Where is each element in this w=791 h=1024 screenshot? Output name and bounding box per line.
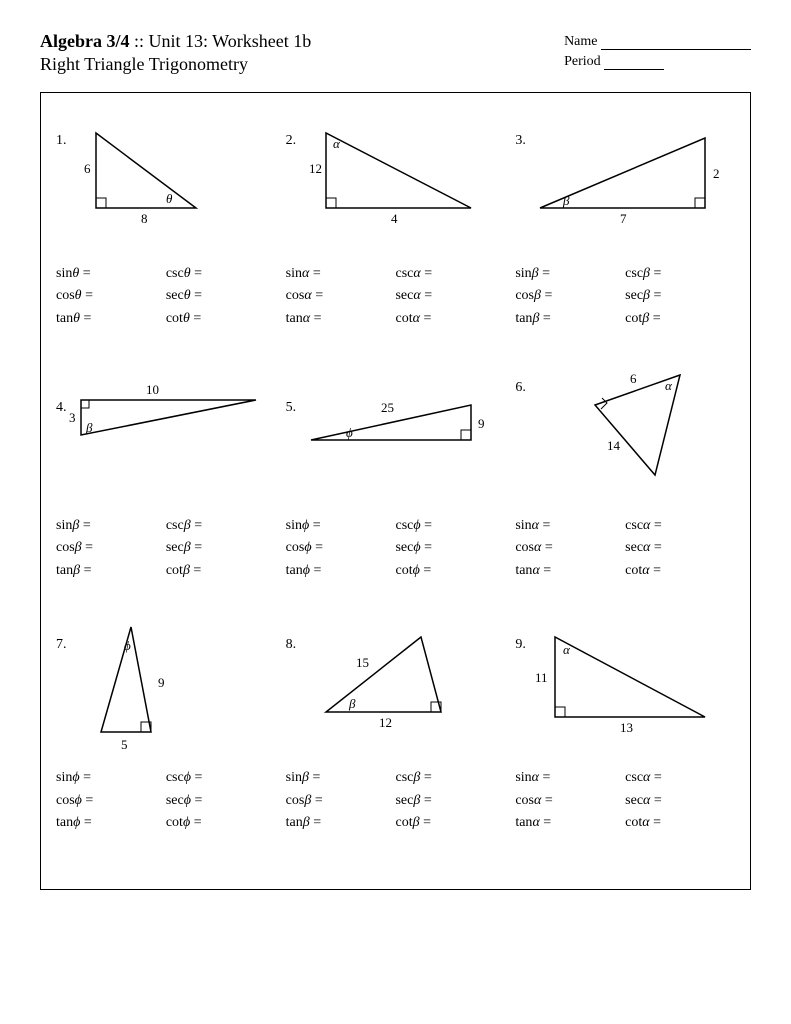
svg-text:9: 9 [478, 416, 485, 431]
problem-6: 6. 6 14 α sinα = cosα = tanα = [510, 355, 740, 607]
svg-text:7: 7 [620, 211, 627, 226]
svg-text:5: 5 [121, 737, 128, 752]
problem-8: 8. 15 12 β sinβ = cosβ = tanβ = [281, 607, 511, 859]
equations-5: sinϕ = cosϕ = tanϕ = cscϕ = secϕ = cotϕ … [286, 515, 506, 582]
svg-text:9: 9 [158, 675, 165, 690]
problem-7: 7. 9 5 ϕ sinϕ = cosϕ = tanϕ = [51, 607, 281, 859]
triangle-1: 1. 6 8 θ [56, 113, 276, 263]
course-bold: Algebra 3/4 [40, 31, 130, 51]
problem-number: 7. [56, 637, 67, 653]
svg-text:3: 3 [69, 410, 76, 425]
problem-number: 3. [515, 133, 526, 149]
subtitle: Right Triangle Trigonometry [40, 53, 311, 76]
svg-text:12: 12 [379, 715, 392, 730]
svg-text:15: 15 [356, 655, 369, 670]
svg-text:β: β [85, 420, 93, 435]
svg-text:11: 11 [535, 670, 548, 685]
name-blank[interactable] [601, 49, 751, 50]
equations-9: sinα = cosα = tanα = cscα = secα = cotα … [515, 767, 735, 834]
svg-text:4: 4 [391, 211, 398, 226]
svg-text:α: α [563, 642, 571, 657]
title-block: Algebra 3/4 :: Unit 13: Worksheet 1b Rig… [40, 30, 311, 77]
name-field: Name [564, 34, 751, 50]
header: Algebra 3/4 :: Unit 13: Worksheet 1b Rig… [40, 30, 751, 77]
problem-2: 2. 12 4 α sinα = cosα = tanα = [281, 103, 511, 355]
svg-text:14: 14 [607, 438, 621, 453]
period-label: Period [564, 54, 601, 69]
equations-6: sinα = cosα = tanα = cscα = secα = cotα … [515, 515, 735, 582]
svg-text:2: 2 [713, 166, 720, 181]
period-field: Period [564, 54, 751, 70]
page: Algebra 3/4 :: Unit 13: Worksheet 1b Rig… [0, 0, 791, 920]
svg-text:13: 13 [620, 720, 633, 735]
equations-4: sinβ = cosβ = tanβ = cscβ = secβ = cotβ … [56, 515, 276, 582]
svg-text:β: β [348, 696, 356, 711]
problem-number: 6. [515, 380, 526, 396]
triangle-5: 5. 25 9 ϕ [286, 365, 506, 515]
triangle-7: 7. 9 5 ϕ [56, 617, 276, 767]
svg-text:β: β [562, 193, 570, 208]
problem-number: 1. [56, 133, 67, 149]
worksheet-box: 1. 6 8 θ sinθ = cosθ = tanθ = [40, 92, 751, 891]
svg-text:ϕ: ϕ [124, 638, 131, 653]
svg-text:6: 6 [630, 371, 637, 386]
triangle-4: 4. 3 10 β [56, 365, 276, 515]
triangle-3: 3. 2 7 β [515, 113, 735, 263]
triangle-8: 8. 15 12 β [286, 617, 506, 767]
problem-9: 9. 11 13 α sinα = cosα = tanα = [510, 607, 740, 859]
period-blank[interactable] [604, 69, 664, 70]
equations-7: sinϕ = cosϕ = tanϕ = cscϕ = secϕ = cotϕ … [56, 767, 276, 834]
svg-text:6: 6 [84, 161, 91, 176]
equations-2: sinα = cosα = tanα = cscα = secα = cotα … [286, 263, 506, 330]
triangle-9: 9. 11 13 α [515, 617, 735, 767]
problem-4: 4. 3 10 β sinβ = cosβ = tanβ = [51, 355, 281, 607]
svg-text:α: α [665, 378, 673, 393]
svg-text:θ: θ [166, 191, 173, 206]
problem-number: 9. [515, 637, 526, 653]
name-label: Name [564, 34, 597, 49]
svg-text:12: 12 [309, 161, 322, 176]
triangle-2: 2. 12 4 α [286, 113, 506, 263]
problem-1: 1. 6 8 θ sinθ = cosθ = tanθ = [51, 103, 281, 355]
problem-number: 2. [286, 133, 297, 149]
problem-number: 8. [286, 637, 297, 653]
problem-number: 4. [56, 400, 67, 416]
course-rest: :: Unit 13: Worksheet 1b [130, 31, 312, 51]
triangle-6: 6. 6 14 α [515, 365, 735, 515]
svg-text:α: α [333, 136, 341, 151]
problems-grid: 1. 6 8 θ sinθ = cosθ = tanθ = [51, 103, 740, 860]
svg-text:10: 10 [146, 382, 159, 397]
equations-3: sinβ = cosβ = tanβ = cscβ = secβ = cotβ … [515, 263, 735, 330]
problem-3: 3. 2 7 β sinβ = cosβ = tanβ = [510, 103, 740, 355]
equations-1: sinθ = cosθ = tanθ = cscθ = secθ = cotθ … [56, 263, 276, 330]
svg-text:8: 8 [141, 211, 148, 226]
problem-5: 5. 25 9 ϕ sinϕ = cosϕ = tanϕ = [281, 355, 511, 607]
svg-text:ϕ: ϕ [346, 425, 353, 440]
problem-number: 5. [286, 400, 297, 416]
title-line-1: Algebra 3/4 :: Unit 13: Worksheet 1b [40, 30, 311, 53]
fields: Name Period [564, 30, 751, 77]
svg-text:25: 25 [381, 400, 394, 415]
equations-8: sinβ = cosβ = tanβ = cscβ = secβ = cotβ … [286, 767, 506, 834]
